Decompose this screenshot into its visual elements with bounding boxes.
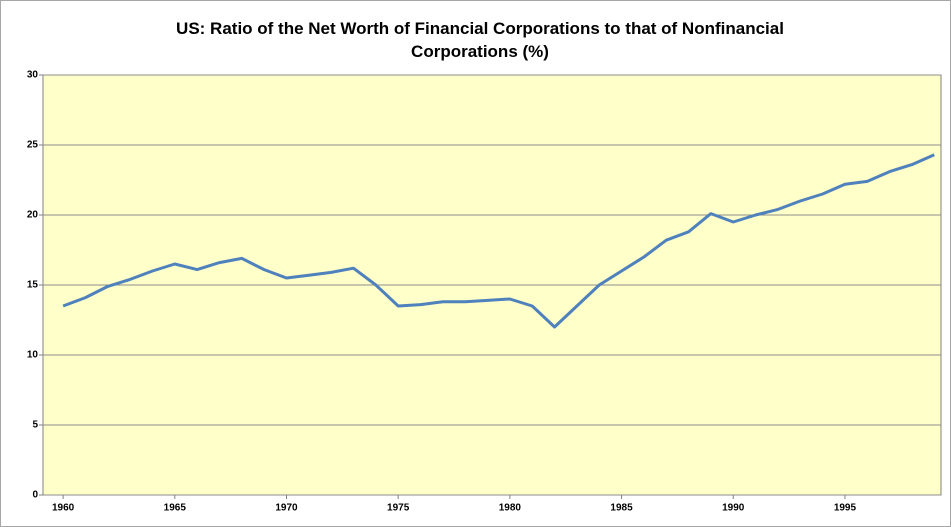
x-tick-label: 1960 (52, 503, 75, 514)
x-tick-label: 1985 (610, 503, 633, 514)
data-line (62, 153, 935, 329)
x-tick-label: 1990 (722, 503, 745, 514)
chart-title: US: Ratio of the Net Worth of Financial … (176, 19, 784, 61)
y-tick-label: 25 (27, 140, 39, 151)
x-tick-label: 1970 (275, 503, 298, 514)
y-tick-label: 10 (27, 350, 39, 361)
y-tick-label: 5 (32, 420, 38, 431)
y-tick-label: 0 (32, 490, 38, 501)
x-tick-label: 1975 (387, 503, 410, 514)
y-tick-label: 20 (27, 210, 39, 221)
y-tick-label: 15 (27, 280, 39, 291)
y-tick-label: 30 (27, 70, 39, 81)
x-tick-label: 1965 (164, 503, 187, 514)
x-tick-label: 1980 (499, 503, 522, 514)
x-tick-label: 1995 (834, 503, 857, 514)
